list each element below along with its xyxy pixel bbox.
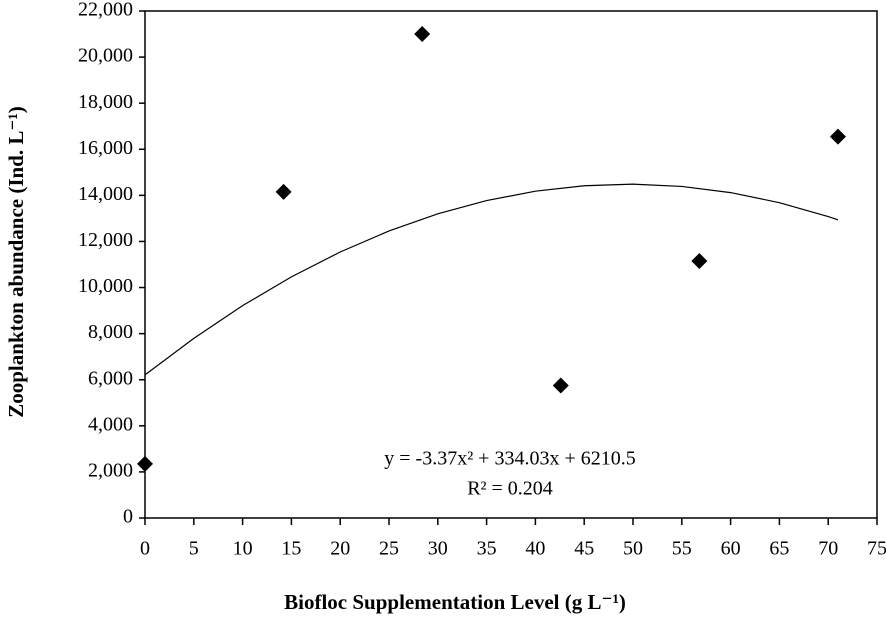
x-tick-label: 25 xyxy=(379,538,399,560)
x-tick-label: 15 xyxy=(281,538,301,560)
y-tick-label: 10,000 xyxy=(78,275,133,297)
y-tick-label: 6,000 xyxy=(88,367,133,389)
x-tick-label: 30 xyxy=(428,538,448,560)
x-tick-label: 20 xyxy=(330,538,350,560)
y-tick-label: 8,000 xyxy=(88,321,133,343)
point xyxy=(137,455,153,472)
y-tick-label: 22,000 xyxy=(78,0,133,21)
x-tick-label: 35 xyxy=(477,538,497,560)
point xyxy=(552,377,569,394)
x-tick-label: 65 xyxy=(769,538,789,560)
x-tick-label: 10 xyxy=(233,538,253,560)
y-tick-label: 12,000 xyxy=(78,229,133,251)
y-tick-label: 2,000 xyxy=(88,460,133,482)
x-tick-label: 0 xyxy=(140,538,150,560)
x-tick-label: 5 xyxy=(189,538,199,560)
y-axis-title: Zooplankton abundance (Ind. L⁻¹) xyxy=(4,106,28,418)
y-tick-label: 18,000 xyxy=(78,91,133,113)
x-tick-label: 60 xyxy=(721,538,741,560)
equation: y = -3.37x² + 334.03x + 6210.5 xyxy=(384,448,636,470)
point xyxy=(691,253,708,270)
plot-frame xyxy=(144,10,878,519)
point xyxy=(414,26,431,43)
trend-line xyxy=(144,183,839,376)
y-tick-label: 16,000 xyxy=(78,137,133,159)
point xyxy=(829,128,846,145)
x-tick-label: 75 xyxy=(867,538,886,560)
y-tick-label: 0 xyxy=(123,506,133,528)
r-squared: R² = 0.204 xyxy=(467,478,553,500)
y-tick-label: 20,000 xyxy=(78,45,133,67)
x-tick-label: 40 xyxy=(525,538,545,560)
y-tick-label: 4,000 xyxy=(88,413,133,435)
x-tick-label: 50 xyxy=(623,538,643,560)
x-tick-label: 70 xyxy=(818,538,838,560)
x-tick-label: 45 xyxy=(574,538,594,560)
x-axis-title: Biofloc Supplementation Level (g L⁻¹) xyxy=(284,590,626,614)
x-tick-label: 55 xyxy=(672,538,692,560)
y-tick-label: 14,000 xyxy=(78,183,133,205)
point xyxy=(275,183,292,200)
